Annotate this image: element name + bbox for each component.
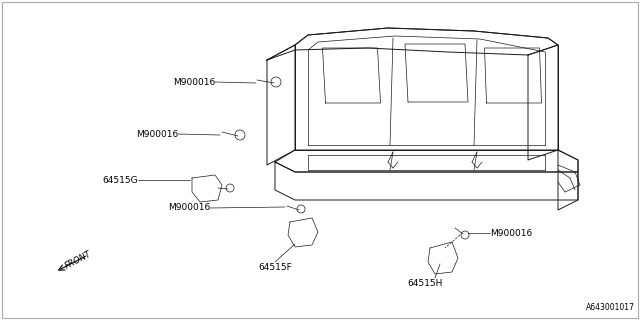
Text: 64515G: 64515G xyxy=(102,175,138,185)
Text: M900016: M900016 xyxy=(168,204,210,212)
Text: M900016: M900016 xyxy=(490,228,532,237)
Text: M900016: M900016 xyxy=(136,130,178,139)
Text: 64515H: 64515H xyxy=(407,279,443,289)
Text: 64515F: 64515F xyxy=(258,263,292,273)
Text: FRONT: FRONT xyxy=(63,249,93,271)
Text: A643001017: A643001017 xyxy=(586,303,635,312)
Text: M900016: M900016 xyxy=(173,77,215,86)
